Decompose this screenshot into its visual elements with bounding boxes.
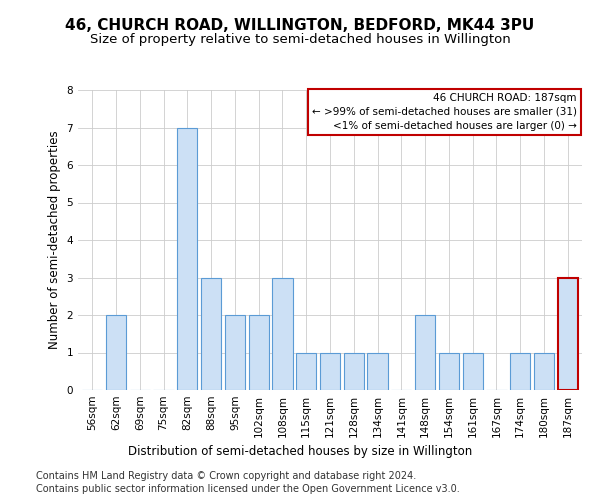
Bar (510, 352, 530, 390)
Bar (272, 278, 293, 390)
Bar (225, 315, 245, 390)
Bar (177, 128, 197, 390)
Bar (463, 352, 483, 390)
Bar (534, 352, 554, 390)
Text: Distribution of semi-detached houses by size in Willington: Distribution of semi-detached houses by … (128, 444, 472, 458)
Y-axis label: Number of semi-detached properties: Number of semi-detached properties (48, 130, 61, 350)
Bar (201, 278, 221, 390)
Bar (367, 352, 388, 390)
Text: 46, CHURCH ROAD, WILLINGTON, BEDFORD, MK44 3PU: 46, CHURCH ROAD, WILLINGTON, BEDFORD, MK… (65, 18, 535, 32)
Bar (320, 352, 340, 390)
Bar (439, 352, 459, 390)
Text: Size of property relative to semi-detached houses in Willington: Size of property relative to semi-detach… (89, 32, 511, 46)
Bar (296, 352, 316, 390)
Bar (106, 315, 126, 390)
Text: 46 CHURCH ROAD: 187sqm
← >99% of semi-detached houses are smaller (31)
<1% of se: 46 CHURCH ROAD: 187sqm ← >99% of semi-de… (312, 93, 577, 131)
Bar (344, 352, 364, 390)
Bar (557, 278, 578, 390)
Text: Contains public sector information licensed under the Open Government Licence v3: Contains public sector information licen… (36, 484, 460, 494)
Text: Contains HM Land Registry data © Crown copyright and database right 2024.: Contains HM Land Registry data © Crown c… (36, 471, 416, 481)
Bar (248, 315, 269, 390)
Bar (415, 315, 435, 390)
